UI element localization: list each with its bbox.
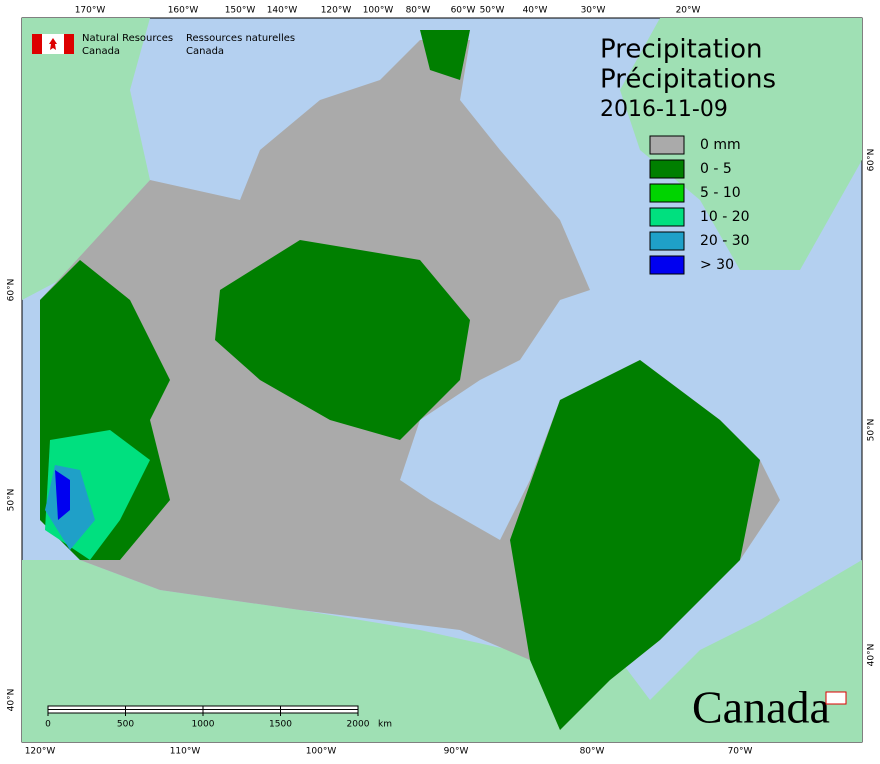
legend: 0 mm 0 - 5 5 - 10 10 - 20 20 - 30 > 30 — [649, 135, 750, 275]
scale-label: 500 — [117, 720, 134, 730]
wordmark-flag — [825, 691, 847, 705]
lon-label: 100°W — [306, 747, 337, 757]
lat-label: 40°N — [7, 689, 17, 712]
agency-fr: Ressources naturelles — [186, 33, 295, 44]
lat-label: 50°N — [7, 489, 17, 512]
agency-signature: Natural Resources Canada Ressources natu… — [32, 33, 295, 57]
scale-unit: km — [378, 720, 392, 730]
lon-label: 20°W — [676, 6, 701, 16]
lat-label: 50°N — [867, 419, 877, 442]
precip-ellesmere — [420, 30, 470, 80]
alaska — [22, 18, 150, 300]
legend-label: 5 - 10 — [700, 185, 741, 201]
lon-label: 50°W — [480, 6, 505, 16]
precip-north — [215, 240, 470, 440]
title-fr: Précipitations — [600, 65, 776, 95]
scale-label: 1000 — [192, 720, 215, 730]
precip-east — [510, 360, 760, 730]
scale-label: 1500 — [269, 720, 292, 730]
lat-label: 60°N — [7, 279, 17, 302]
legend-label: 0 - 5 — [700, 161, 732, 177]
legend-swatch — [649, 183, 685, 203]
basemap — [22, 18, 862, 742]
lon-label: 80°W — [580, 747, 605, 757]
greenland — [620, 18, 862, 270]
lon-label: 120°W — [321, 6, 352, 16]
precip-coast-max — [55, 470, 70, 520]
flag-bar — [32, 34, 42, 54]
legend-label: 20 - 30 — [700, 233, 750, 249]
lon-label: 80°W — [406, 6, 431, 16]
lon-label: 160°W — [168, 6, 199, 16]
scale-label: 2000 — [347, 720, 370, 730]
lon-label: 100°W — [363, 6, 394, 16]
maple-leaf — [49, 38, 57, 50]
legend-label: 10 - 20 — [700, 209, 750, 225]
scale-bar: 0 500 1000 1500 2000 km — [45, 705, 392, 730]
title-en: Precipitation — [600, 35, 763, 65]
agency-en: Canada — [82, 46, 120, 57]
lon-label: 120°W — [25, 747, 56, 757]
lon-label: 60°W — [451, 6, 476, 16]
title-date: 2016-11-09 — [600, 97, 728, 122]
lon-label: 170°W — [75, 6, 106, 16]
flag-bar — [64, 34, 74, 54]
lon-label: 30°W — [581, 6, 606, 16]
wordmark: Canada — [692, 682, 830, 733]
lon-label: 40°W — [523, 6, 548, 16]
lat-label: 60°N — [867, 149, 877, 172]
legend-label: 0 mm — [700, 137, 741, 153]
legend-swatch — [649, 255, 685, 275]
lon-label: 150°W — [225, 6, 256, 16]
lon-label: 70°W — [728, 747, 753, 757]
agency-en: Natural Resources — [82, 33, 173, 44]
scale-label: 0 — [45, 720, 51, 730]
legend-swatch — [649, 159, 685, 179]
lon-label: 140°W — [267, 6, 298, 16]
legend-label: > 30 — [700, 257, 734, 273]
legend-swatch — [649, 207, 685, 227]
graticule-labels: 170°W 160°W 150°W 140°W 120°W 100°W 80°W 60°W 50… — [7, 6, 877, 757]
agency-fr: Canada — [186, 46, 224, 57]
legend-swatch — [649, 231, 685, 251]
lat-label: 40°N — [867, 644, 877, 667]
lon-label: 110°W — [170, 747, 201, 757]
usa — [22, 560, 862, 742]
legend-swatch — [649, 135, 685, 155]
lon-label: 90°W — [444, 747, 469, 757]
